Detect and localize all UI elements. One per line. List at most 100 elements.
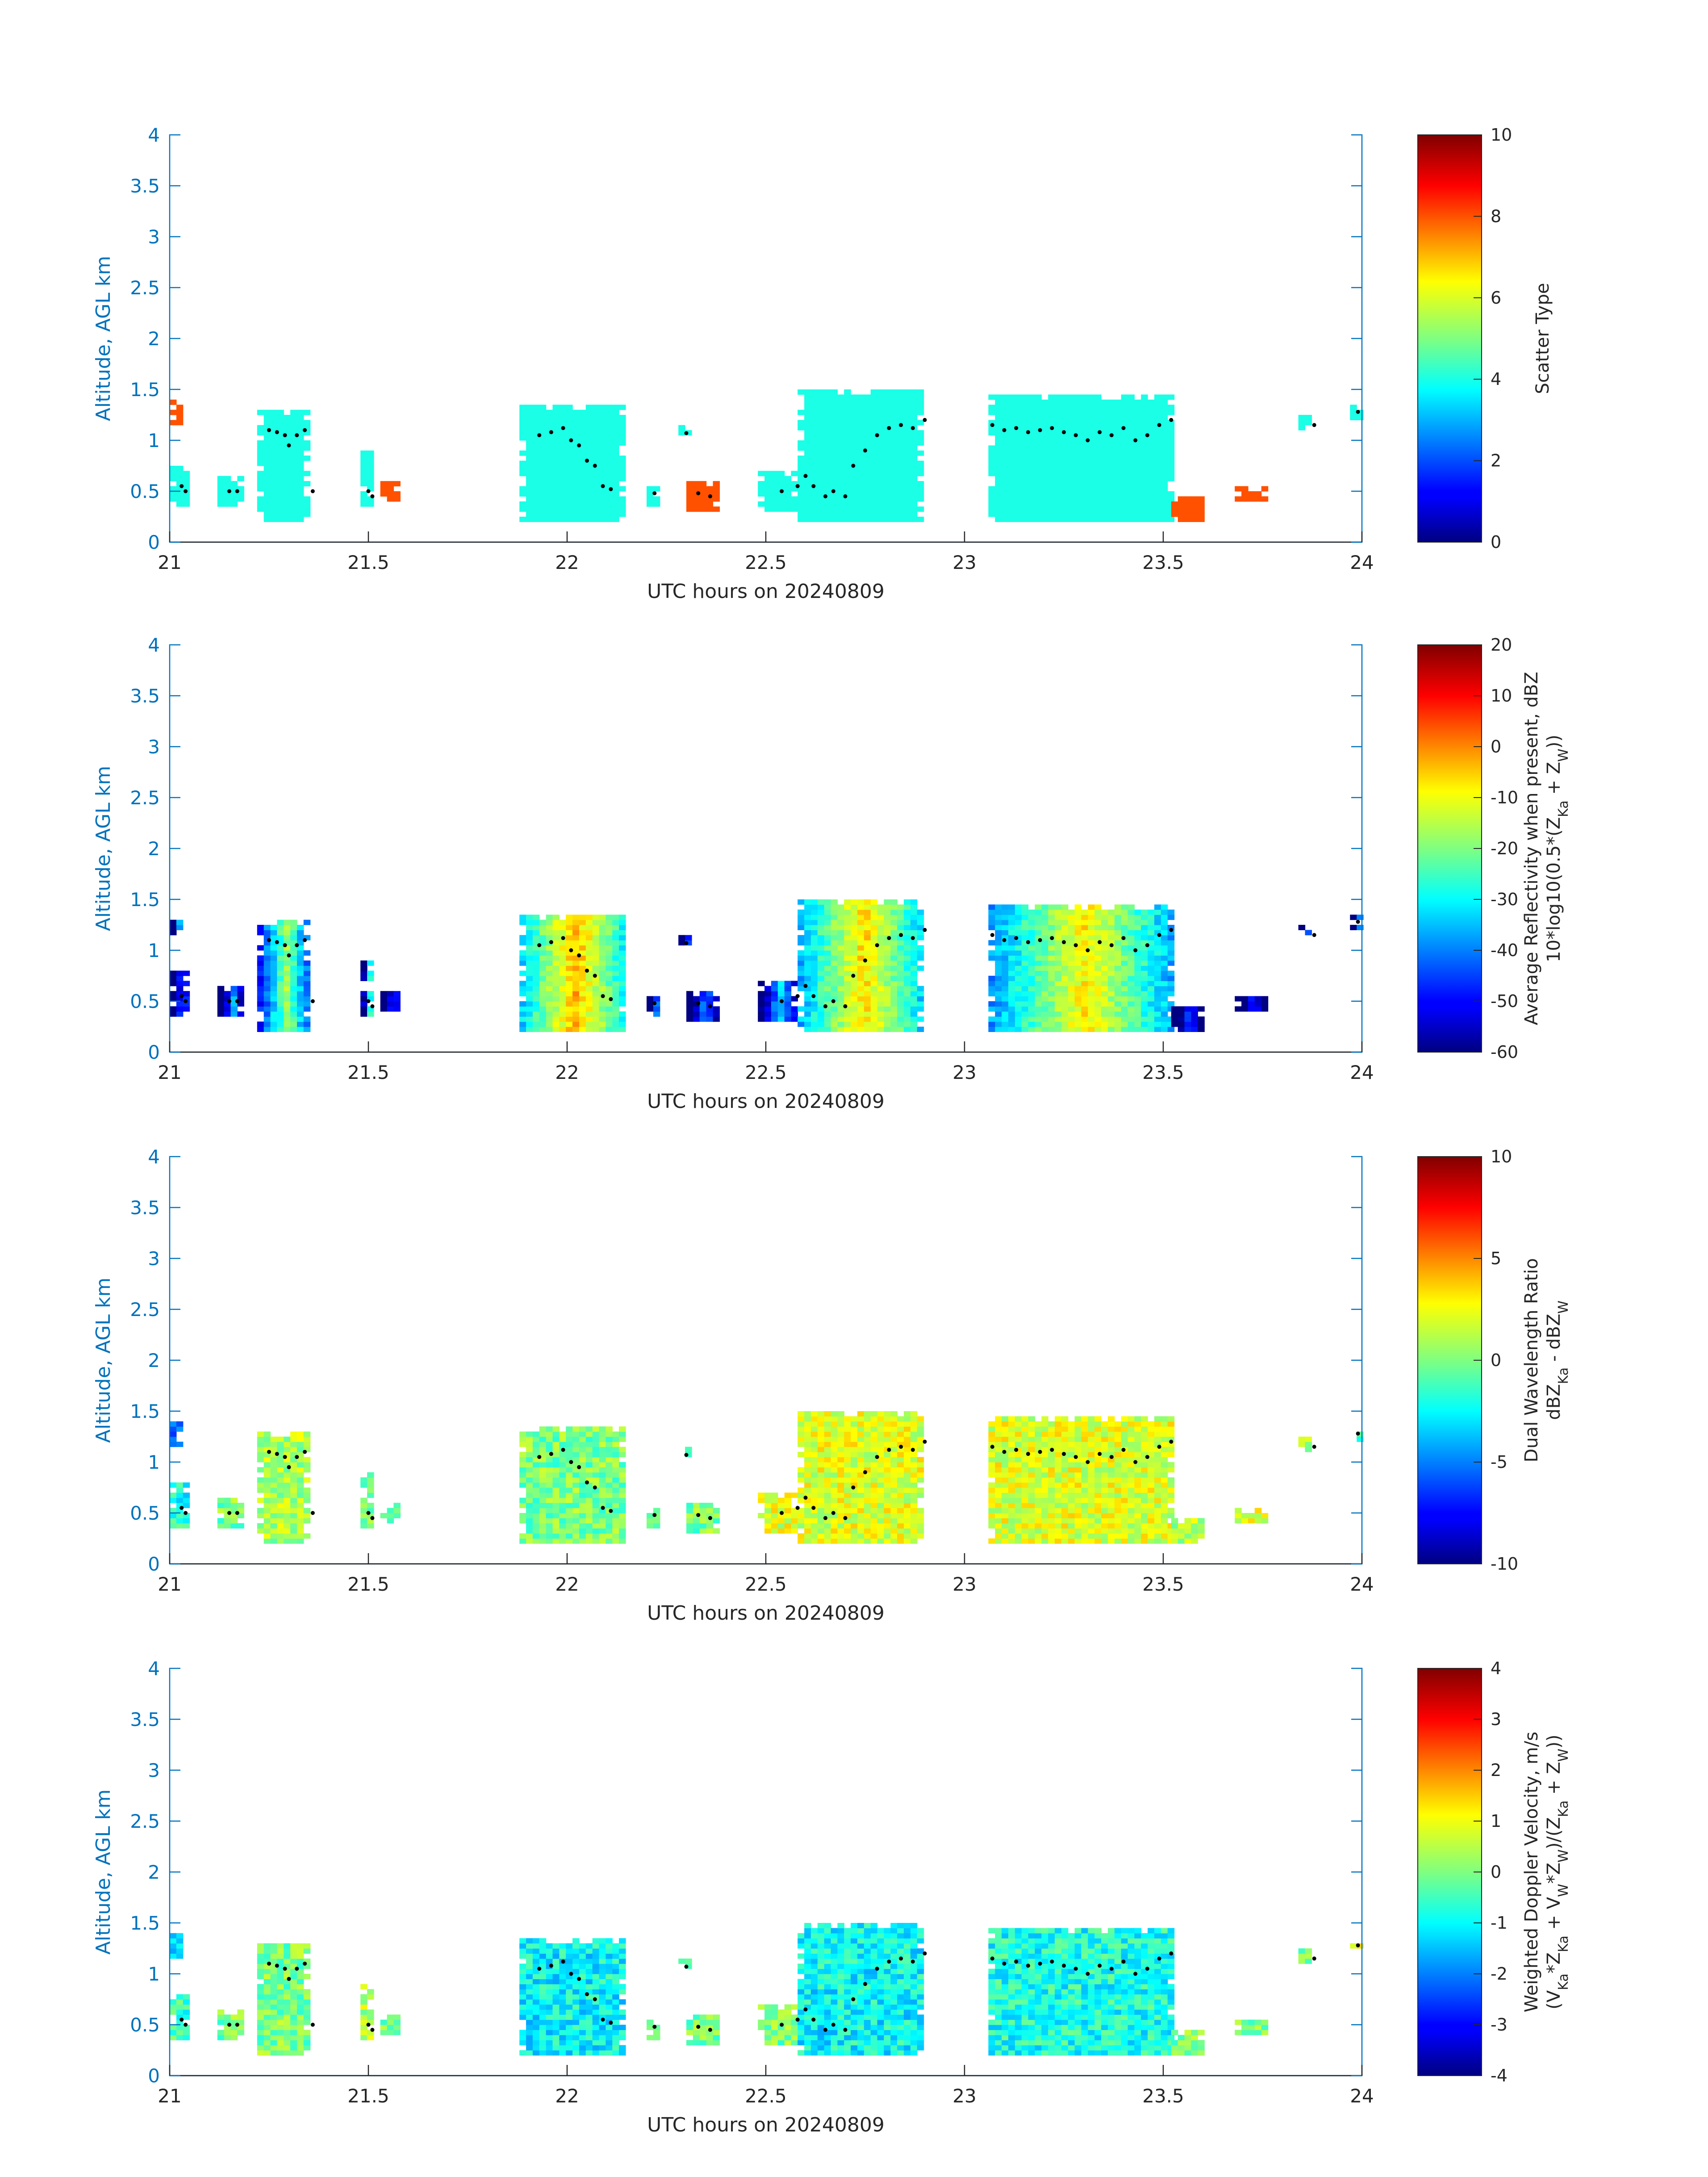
echo-cell xyxy=(1035,960,1042,966)
echo-cell xyxy=(890,501,898,507)
echo-cell xyxy=(263,981,271,986)
echo-cell xyxy=(1114,455,1122,461)
echo-cell xyxy=(270,481,277,487)
overlay-point xyxy=(310,489,315,493)
echo-cell xyxy=(170,420,177,426)
echo-cell xyxy=(566,1452,573,1458)
echo-cell xyxy=(824,1442,831,1447)
echo-cell xyxy=(579,1503,586,1508)
echo-cell xyxy=(532,925,540,930)
echo-cell xyxy=(1141,420,1148,426)
echo-cell xyxy=(566,1482,573,1488)
echo-cell xyxy=(552,471,560,476)
echo-cell xyxy=(303,996,311,1002)
echo-cell xyxy=(606,1027,613,1032)
echo-cell xyxy=(532,1437,540,1442)
echo-cell xyxy=(532,450,540,456)
echo-cell xyxy=(699,1001,707,1007)
echo-cell xyxy=(579,1477,586,1483)
echo-cell xyxy=(1028,486,1036,492)
echo-cell xyxy=(857,1462,864,1467)
echo-cell xyxy=(566,1001,573,1007)
echo-cell xyxy=(897,506,904,512)
echo-cell xyxy=(864,1513,871,1518)
overlay-point xyxy=(1109,943,1114,948)
echo-cell xyxy=(798,1492,805,1498)
echo-cell xyxy=(1128,420,1135,426)
echo-cell xyxy=(1015,991,1022,997)
echo-cell xyxy=(1167,935,1175,940)
echo-cell xyxy=(995,909,1002,915)
echo-cell xyxy=(897,945,904,951)
echo-cell xyxy=(777,981,785,986)
echo-cell xyxy=(270,1508,277,1513)
echo-cell xyxy=(844,970,851,976)
echo-cell xyxy=(290,1467,297,1473)
echo-cell xyxy=(995,491,1002,497)
echo-cell xyxy=(612,486,619,492)
echo-cell xyxy=(1094,1016,1102,1022)
echo-cell xyxy=(1068,1001,1075,1007)
echo-cell xyxy=(1167,986,1175,991)
echo-cell xyxy=(851,981,858,986)
overlay-point xyxy=(235,489,239,493)
echo-cell xyxy=(1134,409,1141,415)
echo-cell xyxy=(1081,430,1088,436)
echo-cell xyxy=(1035,517,1042,522)
echo-cell xyxy=(612,445,619,451)
echo-cell xyxy=(1068,405,1075,410)
echo-cell xyxy=(1148,950,1155,956)
x-tick-label: 24 xyxy=(1350,552,1374,573)
echo-cell xyxy=(824,399,831,405)
echo-cell xyxy=(532,1488,540,1493)
echo-cell xyxy=(532,496,540,502)
echo-cell xyxy=(1141,405,1148,410)
echo-cell xyxy=(532,1011,540,1017)
echo-cell xyxy=(572,435,580,441)
echo-cell xyxy=(1028,476,1036,481)
echo-cell xyxy=(844,1528,851,1534)
echo-cell xyxy=(1061,970,1069,976)
echo-cell xyxy=(1002,965,1009,971)
echo-cell xyxy=(257,955,264,961)
echo-cell xyxy=(619,996,626,1002)
echo-cell xyxy=(804,501,811,507)
echo-cell xyxy=(1074,1006,1082,1012)
overlay-point xyxy=(295,433,299,438)
y-tick-label: 3.5 xyxy=(130,685,160,707)
echo-cell xyxy=(1055,919,1062,925)
echo-cell xyxy=(1241,1006,1249,1012)
echo-cell xyxy=(1148,1001,1155,1007)
echo-cell xyxy=(612,420,619,426)
echo-cell xyxy=(1148,491,1155,497)
echo-cell xyxy=(572,450,580,456)
echo-cell xyxy=(1128,460,1135,466)
echo-cell xyxy=(1028,425,1036,430)
echo-cell xyxy=(566,930,573,936)
echo-cell xyxy=(1008,1021,1015,1027)
echo-cell xyxy=(277,491,284,497)
echo-cell xyxy=(904,389,911,395)
echo-cell xyxy=(532,466,540,471)
echo-cell xyxy=(237,1523,244,1529)
echo-cell xyxy=(532,965,540,971)
echo-cell xyxy=(592,491,600,497)
echo-cell xyxy=(277,1533,284,1539)
echo-cell xyxy=(910,981,918,986)
echo-cell xyxy=(619,476,626,481)
echo-cell xyxy=(771,476,778,481)
echo-cell xyxy=(270,440,277,446)
echo-cell xyxy=(864,405,871,410)
echo-cell xyxy=(995,945,1002,951)
echo-cell xyxy=(910,496,918,502)
echo-cell xyxy=(579,1001,586,1007)
echo-cell xyxy=(851,1508,858,1513)
echo-cell xyxy=(599,1497,606,1503)
echo-cell xyxy=(1048,450,1055,456)
echo-cell xyxy=(917,389,924,395)
echo-cell xyxy=(1074,471,1082,476)
echo-cell xyxy=(1081,506,1088,512)
echo-cell xyxy=(606,991,613,997)
echo-cell xyxy=(1094,1011,1102,1017)
echo-cell xyxy=(837,471,844,476)
